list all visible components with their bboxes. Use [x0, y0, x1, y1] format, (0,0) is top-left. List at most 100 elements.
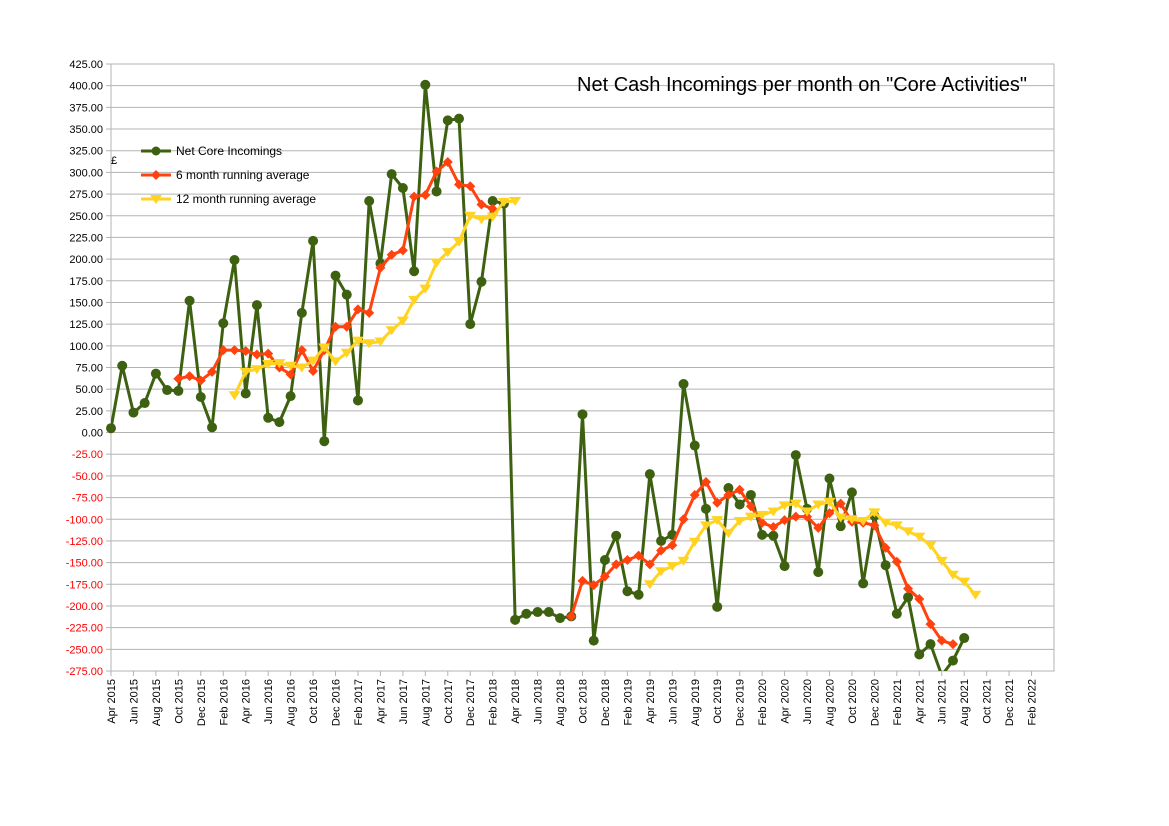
x-tick-label: Apr 2020: [780, 679, 792, 724]
data-point: [947, 639, 958, 650]
data-point: [667, 540, 678, 551]
data-point: [699, 521, 712, 531]
x-tick-label: Dec 2021: [1004, 679, 1016, 726]
x-tick-label: Apr 2021: [914, 679, 926, 724]
data-point: [307, 356, 320, 366]
data-point: [959, 633, 970, 644]
y-tick-label: 125.00: [69, 319, 103, 331]
data-point: [824, 473, 835, 484]
y-tick-label: -275.00: [66, 666, 103, 678]
data-point: [935, 556, 948, 566]
x-tick-label: Oct 2016: [308, 679, 320, 724]
data-point: [779, 561, 790, 572]
data-point: [251, 300, 262, 311]
y-tick-label: 325.00: [69, 146, 103, 158]
data-point: [184, 371, 195, 382]
data-point: [150, 368, 161, 379]
y-tick-label: 300.00: [69, 167, 103, 179]
data-point: [430, 258, 443, 268]
data-point: [532, 607, 543, 618]
data-point: [420, 189, 431, 200]
legend: Net Core Incomings 6 month running avera…: [141, 144, 316, 206]
data-point: [734, 484, 745, 495]
data-point: [868, 508, 881, 518]
data-point: [464, 211, 477, 221]
data-point: [363, 339, 376, 349]
data-point: [263, 348, 274, 359]
data-point: [700, 476, 711, 487]
data-point: [902, 527, 915, 537]
data-point: [768, 530, 779, 541]
data-point: [925, 619, 936, 630]
x-tick-label: Feb 2017: [353, 679, 365, 725]
data-point: [757, 517, 768, 528]
data-point: [229, 254, 240, 265]
data-point: [643, 580, 656, 590]
data-point: [453, 237, 466, 247]
data-point: [958, 577, 971, 587]
data-point: [947, 655, 958, 666]
data-point: [813, 522, 824, 533]
x-tick-label: Dec 2017: [465, 679, 477, 726]
y-tick-label: 150.00: [69, 297, 103, 309]
data-point: [476, 199, 487, 210]
y-axis-tick-labels: -275.00 -250.00 -225.00 -200.00 -175.00 -150.…: [66, 59, 103, 678]
data-point: [375, 262, 386, 273]
x-tick-label: Feb 2020: [757, 679, 769, 725]
data-point: [823, 497, 836, 507]
data-point: [711, 516, 724, 526]
data-point: [184, 295, 195, 306]
data-point: [218, 318, 229, 329]
x-tick-label: Oct 2019: [712, 679, 724, 724]
legend-item-net-core-incomings: Net Core Incomings: [141, 144, 282, 158]
gridlines: [106, 63, 1054, 676]
y-tick-label: -175.00: [66, 579, 103, 591]
x-tick-label: Jun 2015: [128, 679, 140, 724]
data-point: [318, 343, 331, 353]
data-point: [285, 369, 296, 380]
data-point: [239, 367, 252, 377]
x-axis-tick-labels: Apr 2015 Jun 2015 Aug 2015 Oct 2015 Dec 2015…: [106, 679, 1039, 726]
x-tick-label: Aug 2021: [959, 679, 971, 726]
data-point: [207, 422, 218, 433]
x-tick-label: Oct 2021: [982, 679, 994, 724]
x-tick-label: Jun 2017: [398, 679, 410, 724]
data-point: [789, 499, 802, 509]
data-point: [745, 489, 756, 500]
series-6-month-average: [173, 156, 958, 650]
legend-marker-12-month-average: [150, 195, 162, 204]
data-point: [835, 498, 846, 509]
data-point: [790, 511, 801, 522]
data-point: [476, 276, 487, 287]
data-point: [454, 113, 465, 124]
data-point: [352, 395, 363, 406]
x-tick-label: Oct 2015: [173, 679, 185, 724]
data-point: [644, 559, 655, 570]
data-point: [352, 304, 363, 315]
legend-item-12-month-average: 12 month running average: [141, 192, 316, 206]
data-point: [946, 570, 959, 580]
y-tick-label: 50.00: [75, 384, 103, 396]
data-point: [768, 522, 779, 533]
data-point: [813, 567, 824, 578]
data-point: [700, 503, 711, 514]
data-point: [386, 249, 397, 260]
data-point: [117, 360, 128, 371]
data-point: [173, 373, 184, 384]
y-tick-label: -100.00: [66, 514, 103, 526]
data-point: [734, 499, 745, 510]
y-tick-label: -200.00: [66, 601, 103, 613]
x-tick-label: Apr 2019: [645, 679, 657, 724]
data-point: [341, 321, 352, 332]
y-tick-label: 75.00: [75, 363, 103, 375]
data-point: [409, 191, 420, 202]
y-tick-label: 425.00: [69, 59, 103, 71]
data-point: [218, 345, 229, 356]
data-point: [969, 590, 982, 600]
data-point: [834, 513, 847, 523]
data-point: [262, 360, 275, 370]
data-point: [845, 515, 858, 525]
data-point: [341, 289, 352, 300]
data-point: [454, 179, 465, 190]
